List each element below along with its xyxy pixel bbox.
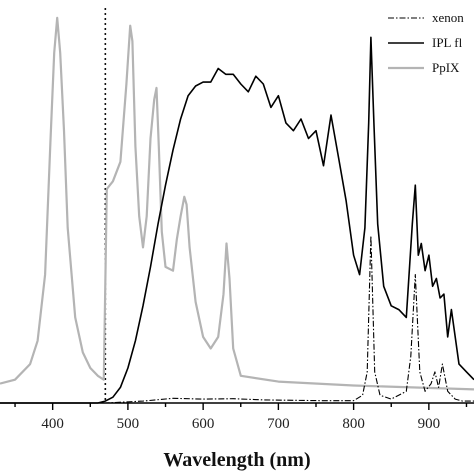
x-tick-label: 400 bbox=[41, 416, 64, 432]
legend-label-ppix: PpIX bbox=[432, 60, 460, 75]
x-tick-label: 600 bbox=[192, 416, 215, 432]
x-tick-label: 500 bbox=[117, 416, 140, 432]
plot-area: 400 500 600 700 800 900 bbox=[0, 8, 474, 432]
series-line-ipl-fl bbox=[0, 36, 474, 404]
x-tick-label: 900 bbox=[418, 416, 441, 432]
series-line-ppix bbox=[0, 16, 474, 391]
legend: xenon IPL fl PpIX bbox=[388, 10, 464, 75]
x-tick-label: 700 bbox=[267, 416, 290, 432]
legend-label-xenon: xenon bbox=[432, 10, 464, 25]
legend-label-ipl-fl: IPL fl bbox=[432, 35, 463, 50]
series-layer bbox=[0, 16, 474, 404]
x-axis-ticks: 400 500 600 700 800 900 bbox=[14, 403, 468, 432]
x-axis-title: Wavelength (nm) bbox=[163, 449, 310, 471]
x-tick-label: 800 bbox=[342, 416, 365, 432]
series-line-xenon bbox=[0, 235, 474, 404]
